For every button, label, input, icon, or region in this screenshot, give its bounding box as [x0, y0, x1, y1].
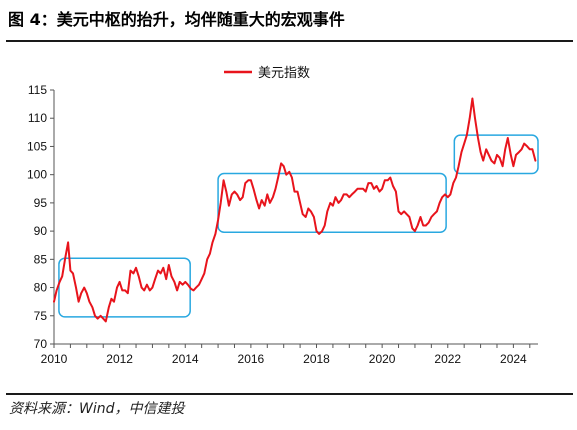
- series-layer: [53, 97, 537, 323]
- source-note: 资料来源：Wind，中信建投: [9, 401, 185, 417]
- legend: 美元指数: [224, 66, 310, 81]
- x-tick-label: 2020: [369, 352, 396, 366]
- y-tick-label: 110: [28, 111, 47, 125]
- x-tick-label: 2022: [434, 352, 461, 366]
- figure-title: 图 4：美元中枢的抬升，均伴随重大的宏观事件: [8, 10, 345, 29]
- footer-rule: [6, 393, 573, 395]
- series-line-usd-index: [53, 97, 537, 323]
- x-tick-label: 2010: [41, 352, 68, 366]
- y-tick-label: 70: [34, 337, 48, 351]
- x-tick-label: 2018: [303, 352, 330, 366]
- title-rule: [6, 40, 573, 42]
- y-tick-label: 100: [27, 168, 47, 182]
- y-tick-label: 115: [28, 83, 47, 97]
- highlight-box: [58, 257, 191, 318]
- legend-label: 美元指数: [258, 66, 310, 81]
- y-tick-label: 90: [34, 224, 48, 238]
- y-tick-label: 75: [34, 309, 48, 323]
- x-tick-label: 2024: [500, 352, 527, 366]
- y-tick-label: 95: [34, 196, 48, 210]
- y-tick-label: 85: [34, 252, 48, 266]
- highlight-boxes: [58, 134, 539, 318]
- highlight-box: [453, 134, 539, 175]
- y-tick-label: 105: [27, 139, 47, 153]
- axes: 70 75 80 85 90 95 100 105 110 115 2010 2012 2014 2016…: [27, 83, 538, 366]
- x-tick-label: 2012: [106, 352, 133, 366]
- highlight-box: [217, 172, 447, 233]
- x-tick-label: 2014: [172, 352, 199, 366]
- x-tick-label: 2016: [238, 352, 265, 366]
- y-tick-label: 80: [34, 281, 48, 295]
